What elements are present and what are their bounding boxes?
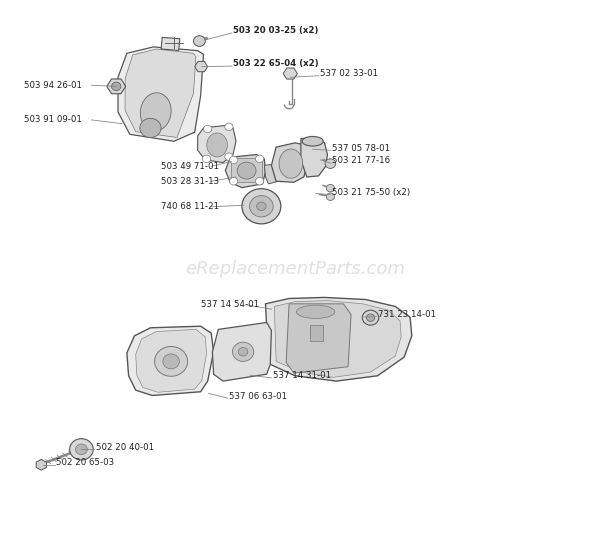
Polygon shape bbox=[127, 326, 214, 395]
Text: 502 20 40-01: 502 20 40-01 bbox=[96, 443, 154, 452]
Circle shape bbox=[362, 310, 379, 325]
Text: 503 22 65-04 (x2): 503 22 65-04 (x2) bbox=[233, 60, 319, 68]
Circle shape bbox=[255, 155, 264, 163]
Circle shape bbox=[237, 162, 256, 179]
Polygon shape bbox=[225, 155, 266, 188]
Polygon shape bbox=[198, 125, 236, 163]
Circle shape bbox=[112, 82, 121, 91]
Polygon shape bbox=[36, 459, 47, 470]
Circle shape bbox=[238, 348, 248, 356]
Text: 537 14 54-01: 537 14 54-01 bbox=[201, 301, 259, 309]
Text: 503 94 26-01: 503 94 26-01 bbox=[24, 81, 81, 90]
Ellipse shape bbox=[207, 133, 227, 157]
Ellipse shape bbox=[302, 136, 323, 146]
Circle shape bbox=[257, 202, 266, 211]
Circle shape bbox=[326, 193, 335, 200]
Circle shape bbox=[255, 177, 264, 185]
Text: eReplacementParts.com: eReplacementParts.com bbox=[185, 260, 405, 278]
Ellipse shape bbox=[297, 305, 335, 318]
Circle shape bbox=[202, 155, 211, 163]
Circle shape bbox=[70, 439, 93, 460]
Text: 537 05 78-01: 537 05 78-01 bbox=[332, 144, 390, 152]
Circle shape bbox=[194, 36, 205, 46]
Circle shape bbox=[230, 177, 238, 185]
Text: 537 14 31-01: 537 14 31-01 bbox=[273, 372, 331, 380]
Circle shape bbox=[225, 153, 233, 160]
Text: 537 02 33-01: 537 02 33-01 bbox=[320, 69, 378, 78]
Text: 503 49 71-01: 503 49 71-01 bbox=[161, 162, 219, 171]
Polygon shape bbox=[264, 164, 280, 184]
Bar bbox=[310, 325, 323, 341]
Polygon shape bbox=[301, 138, 327, 177]
Circle shape bbox=[76, 444, 87, 455]
Polygon shape bbox=[136, 329, 206, 392]
Polygon shape bbox=[283, 68, 297, 79]
Circle shape bbox=[232, 342, 254, 361]
Text: 731 23 14-01: 731 23 14-01 bbox=[378, 310, 436, 319]
Polygon shape bbox=[195, 61, 208, 72]
Circle shape bbox=[140, 118, 161, 138]
Ellipse shape bbox=[279, 149, 303, 179]
Text: 503 91 09-01: 503 91 09-01 bbox=[24, 116, 81, 124]
Polygon shape bbox=[118, 47, 204, 141]
Polygon shape bbox=[212, 322, 271, 381]
Polygon shape bbox=[286, 304, 351, 373]
Polygon shape bbox=[266, 297, 412, 381]
Circle shape bbox=[325, 159, 336, 168]
Circle shape bbox=[230, 156, 238, 164]
Circle shape bbox=[204, 125, 212, 133]
Text: 503 28 31-13: 503 28 31-13 bbox=[161, 177, 219, 185]
Text: 537 06 63-01: 537 06 63-01 bbox=[229, 392, 287, 400]
Polygon shape bbox=[125, 49, 196, 138]
Circle shape bbox=[225, 123, 233, 131]
Text: 740 68 11-21: 740 68 11-21 bbox=[161, 203, 219, 211]
Text: 503 21 77-16: 503 21 77-16 bbox=[332, 157, 390, 165]
Circle shape bbox=[163, 354, 179, 369]
Text: 503 20 03-25 (x2): 503 20 03-25 (x2) bbox=[233, 27, 319, 35]
Text: 502 20 65-03: 502 20 65-03 bbox=[56, 458, 114, 467]
Circle shape bbox=[250, 196, 273, 217]
Polygon shape bbox=[107, 79, 126, 94]
Bar bbox=[161, 37, 180, 51]
Circle shape bbox=[155, 346, 188, 376]
Polygon shape bbox=[271, 143, 308, 182]
Circle shape bbox=[366, 314, 375, 321]
Circle shape bbox=[326, 184, 335, 192]
Polygon shape bbox=[274, 301, 401, 377]
Bar bbox=[231, 158, 262, 182]
Circle shape bbox=[242, 189, 281, 224]
Ellipse shape bbox=[140, 93, 171, 131]
Text: 503 21 75-50 (x2): 503 21 75-50 (x2) bbox=[332, 189, 409, 197]
